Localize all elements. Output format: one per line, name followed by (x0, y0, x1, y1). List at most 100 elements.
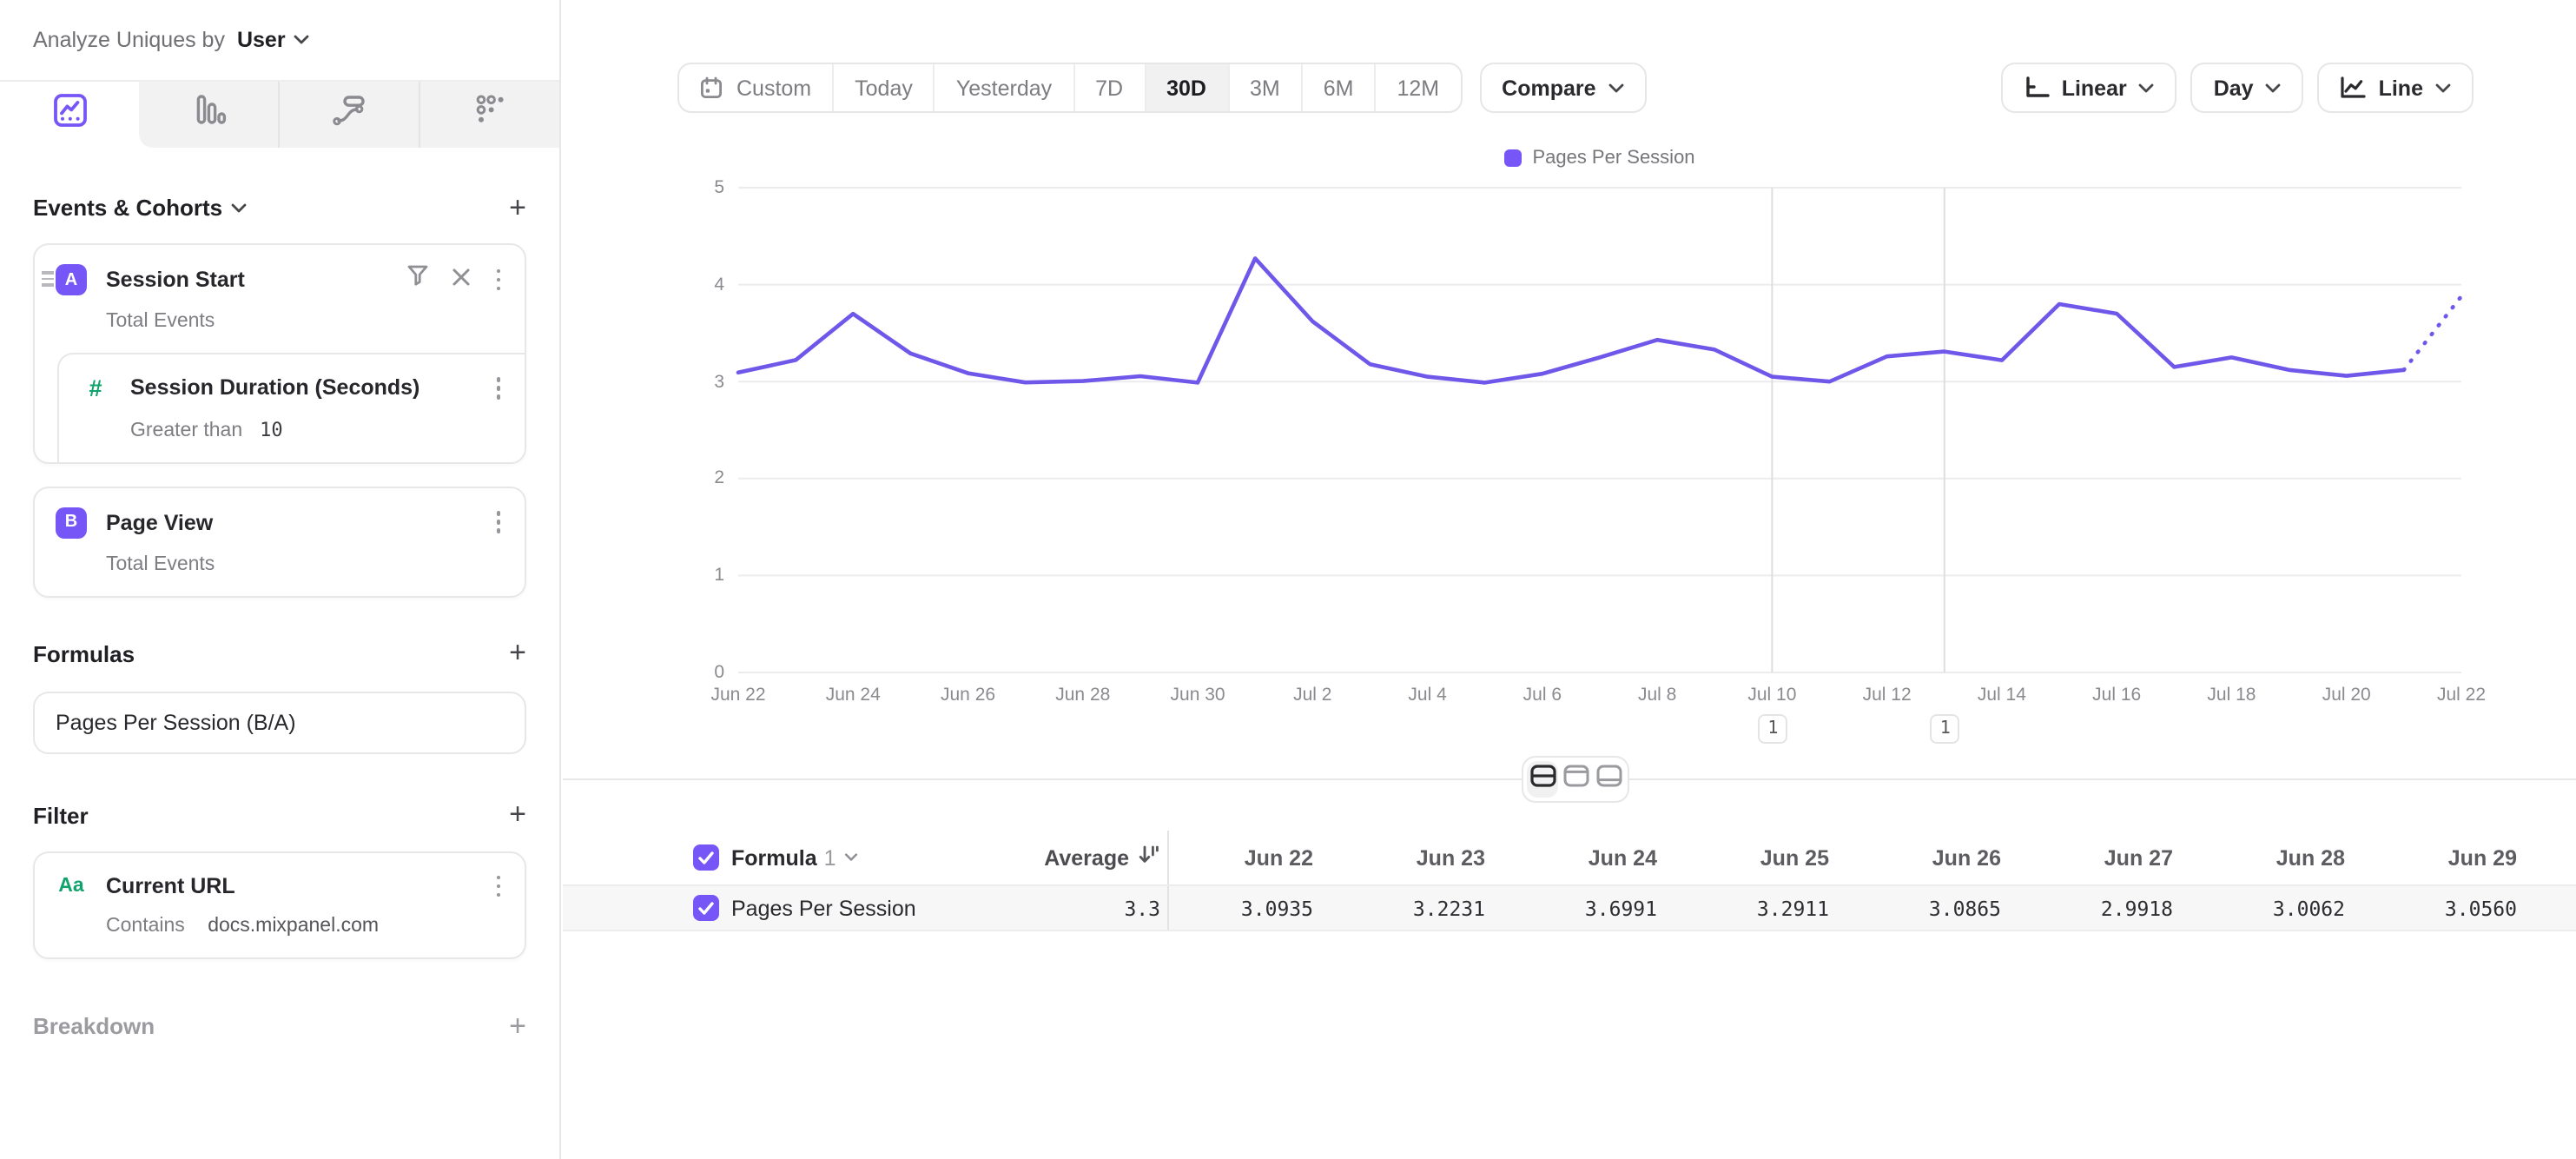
row-series-name[interactable]: Pages Per Session (731, 896, 916, 920)
event-property-filter[interactable]: # Session Duration (Seconds) Greater tha… (57, 353, 525, 461)
filter-operator[interactable]: Contains (106, 916, 185, 937)
split-view-button[interactable] (1527, 761, 1558, 798)
drag-handle-icon[interactable] (42, 271, 54, 286)
add-filter-button[interactable]: + (509, 798, 526, 831)
tab-funnels[interactable] (139, 82, 280, 148)
line-chart-plot[interactable] (736, 187, 2464, 673)
range-3m[interactable]: 3M (1229, 64, 1303, 111)
series-line[interactable] (736, 256, 2407, 385)
range-yesterday[interactable]: Yesterday (935, 64, 1075, 111)
x-tick-label: Jun 30 (1170, 685, 1225, 705)
chevron-down-icon[interactable] (845, 853, 859, 862)
property-name[interactable]: Session Duration (Seconds) (130, 375, 420, 401)
chart-top-view-button[interactable] (1560, 761, 1591, 798)
x-tick-label: Jul 6 (1522, 685, 1562, 705)
row-value: 3.0062 (2272, 896, 2345, 920)
event-aggregation[interactable]: Total Events (106, 311, 215, 332)
event-name[interactable]: Session Start (106, 268, 245, 292)
view-toggle (1522, 756, 1629, 803)
x-tick-label: Jul 10 (1747, 685, 1797, 705)
property-operator[interactable]: Greater than (130, 420, 243, 440)
column-header[interactable]: Jun 25 (1760, 845, 1829, 870)
analyze-header: Analyze Uniques by User (0, 0, 559, 82)
table-row[interactable]: Pages Per Session 3.3 3.0935 3.2231 3.69… (563, 884, 2576, 931)
filter-value[interactable]: docs.mixpanel.com (208, 916, 380, 937)
range-30d[interactable]: 30D (1146, 64, 1229, 111)
filter-name[interactable]: Current URL (106, 873, 235, 898)
range-6m[interactable]: 6M (1303, 64, 1377, 111)
event-row[interactable]: B Page View Total Events (35, 487, 525, 595)
add-event-button[interactable]: + (509, 190, 526, 223)
filter-row[interactable]: Aa Current URL Contains docs.mixpanel.co… (35, 852, 525, 957)
series-checkbox[interactable] (693, 844, 719, 871)
kebab-menu-icon[interactable] (492, 508, 504, 537)
event-card-session-start: A Session Start Total Events (33, 243, 526, 463)
column-header[interactable]: Jun 29 (2447, 845, 2517, 870)
column-header[interactable]: Jun 23 (1416, 845, 1485, 870)
annotation-badge[interactable]: 1 (1758, 714, 1788, 744)
breakdown-section-header: Breakdown + (33, 1009, 526, 1042)
chart-toolbar: Custom Today Yesterday 7D 30D 3M 6M 12M … (563, 63, 2576, 113)
column-header[interactable]: Jun 28 (2275, 845, 2345, 870)
report-type-tabs (0, 82, 559, 148)
x-tick-label: Jul 12 (1862, 685, 1912, 705)
series-line-incomplete[interactable] (2401, 294, 2464, 373)
scale-dropdown[interactable]: Linear (2000, 63, 2177, 113)
column-header[interactable]: Jun 22 (1244, 845, 1313, 870)
add-breakdown-button[interactable]: + (509, 1009, 526, 1042)
tab-insights[interactable] (0, 82, 139, 148)
bar-chart-icon (190, 92, 227, 137)
kebab-menu-icon[interactable] (492, 374, 504, 402)
column-header[interactable]: Jun 27 (2104, 845, 2173, 870)
range-12m[interactable]: 12M (1397, 76, 1440, 100)
event-letter-badge: A (56, 264, 87, 295)
legend-item[interactable]: Pages Per Session (1504, 148, 1695, 169)
x-tick-label: Jul 22 (2436, 685, 2487, 705)
line-chart-type-icon (2341, 76, 2367, 99)
remove-event-icon[interactable] (451, 264, 470, 295)
breakdown-section-title: Breakdown (33, 1013, 155, 1039)
chart-legend: Pages Per Session (738, 148, 2461, 169)
linear-scale-icon (2024, 76, 2050, 99)
event-aggregation[interactable]: Total Events (106, 553, 215, 574)
chart-bottom-view-button[interactable] (1593, 761, 1624, 798)
add-formula-button[interactable]: + (509, 636, 526, 669)
sort-descending-icon[interactable] (1138, 842, 1160, 873)
column-header[interactable]: Jun 26 (1932, 845, 2001, 870)
column-header[interactable]: Jun 24 (1588, 845, 1657, 870)
annotation-badge[interactable]: 1 (1930, 714, 1960, 744)
row-value: 3.0865 (1928, 896, 2001, 920)
row-value: 3.0935 (1240, 896, 1313, 920)
table-bottom-view-icon (1595, 764, 1622, 795)
range-custom[interactable]: Custom (679, 64, 835, 111)
string-property-icon: Aa (58, 875, 84, 897)
tab-retention[interactable] (420, 82, 559, 148)
row-checkbox[interactable] (693, 895, 719, 921)
tab-flows[interactable] (280, 82, 420, 148)
chart-type-dropdown[interactable]: Line (2317, 63, 2474, 113)
kebab-menu-icon[interactable] (492, 266, 504, 295)
compare-button[interactable]: Compare (1479, 63, 1647, 113)
y-tick-label: 3 (714, 371, 724, 393)
event-name[interactable]: Page View (106, 510, 214, 534)
event-row[interactable]: A Session Start Total Events (35, 245, 525, 353)
insights-line-chart-icon (51, 92, 88, 137)
filter-icon[interactable] (406, 264, 428, 295)
y-tick-label: 4 (714, 274, 724, 295)
average-column-header[interactable]: Average (1044, 845, 1129, 870)
x-tick-label: Jul 20 (2322, 685, 2371, 705)
property-value[interactable]: 10 (260, 418, 283, 440)
chevron-down-icon[interactable] (294, 35, 310, 45)
range-7d[interactable]: 7D (1074, 64, 1146, 111)
events-section-title[interactable]: Events & Cohorts (33, 195, 223, 221)
row-value: 3.2231 (1412, 896, 1485, 920)
series-group-label[interactable]: Formula 1 (731, 845, 836, 870)
analyze-value-dropdown[interactable]: User (236, 28, 286, 52)
formula-input[interactable]: Pages Per Session (B/A) (33, 691, 526, 753)
chevron-down-icon[interactable] (231, 202, 247, 213)
sidebar-body: Events & Cohorts + A Session Start (0, 190, 559, 1042)
event-letter-badge: B (56, 507, 87, 538)
range-today[interactable]: Today (834, 64, 935, 111)
interval-dropdown[interactable]: Day (2190, 63, 2304, 113)
kebab-menu-icon[interactable] (492, 871, 504, 900)
